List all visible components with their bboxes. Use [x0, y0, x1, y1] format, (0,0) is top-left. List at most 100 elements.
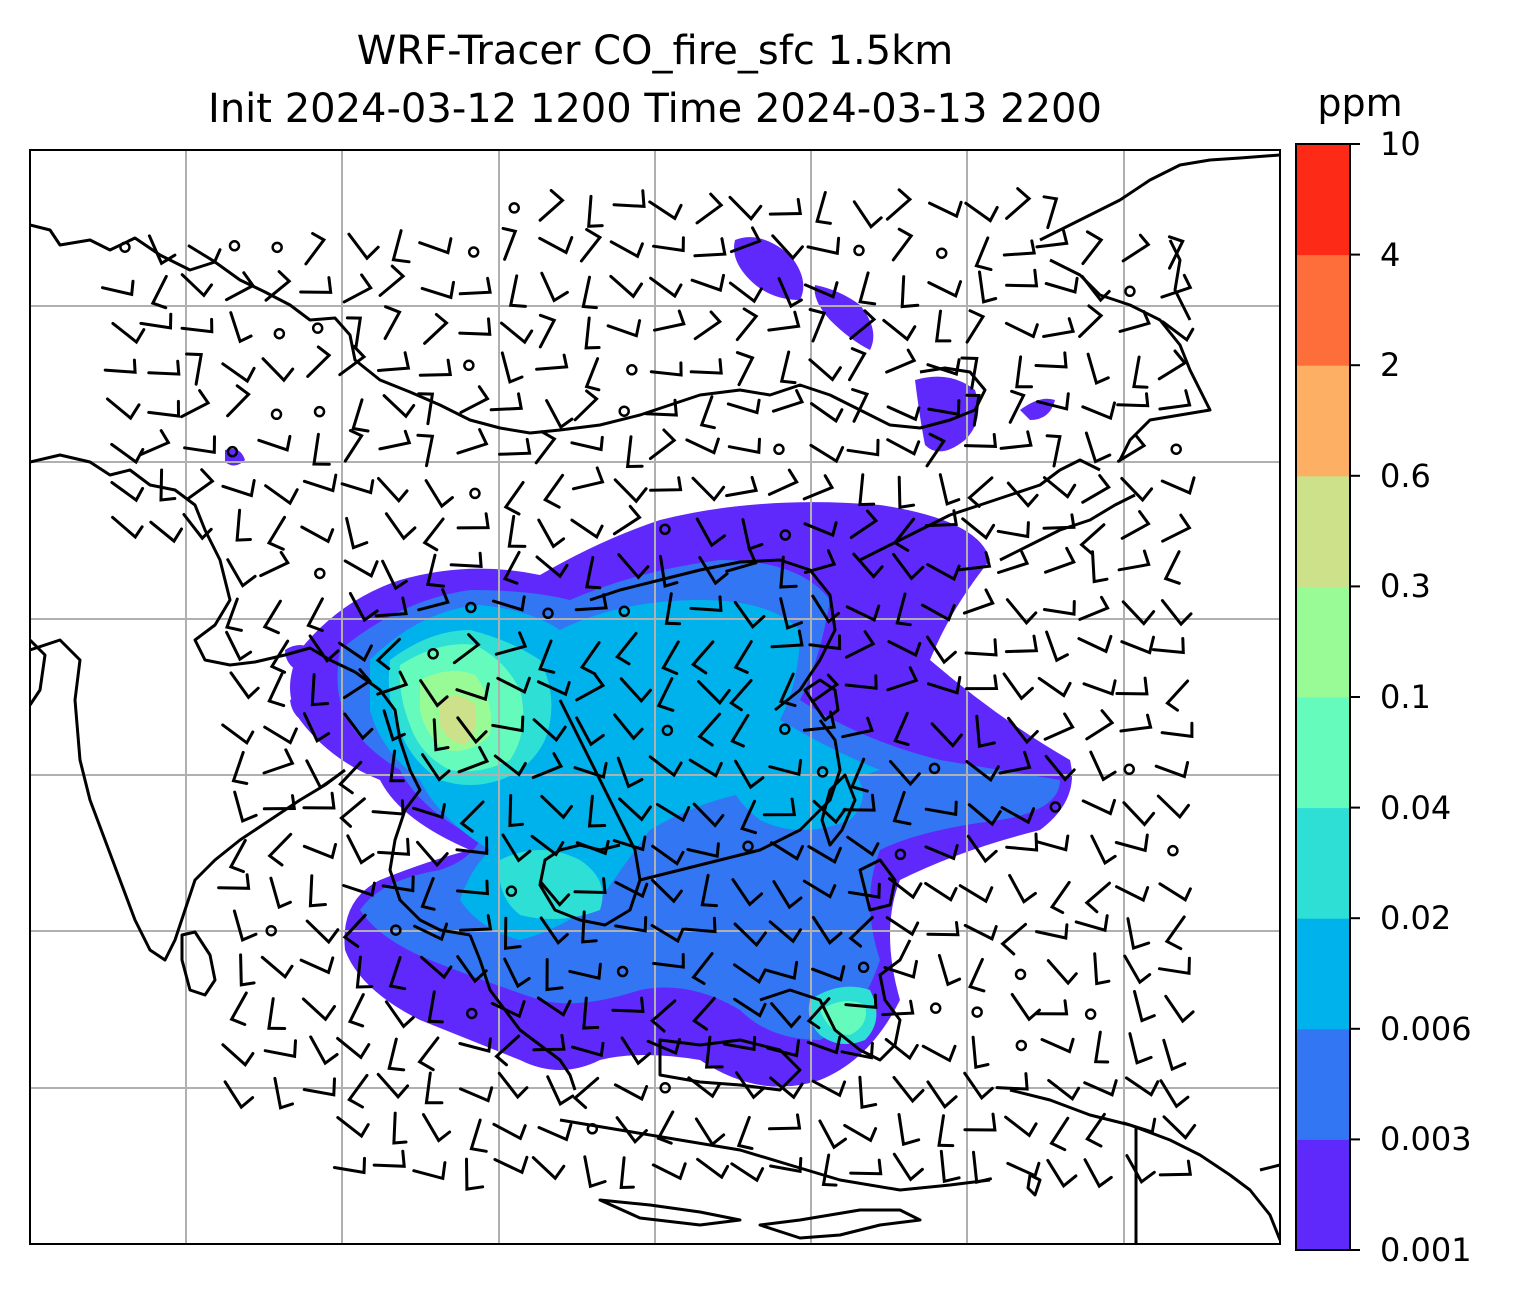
wind-barb — [777, 277, 803, 309]
wind-barb — [925, 432, 946, 468]
wind-barb — [650, 999, 677, 1033]
wind-barb — [532, 1033, 566, 1052]
wind-barb — [730, 1162, 765, 1183]
wind-barb — [388, 956, 407, 991]
title-line-2: Init 2024-03-12 1200 Time 2024-03-13 220… — [208, 86, 1102, 132]
wind-barb — [455, 836, 489, 855]
wind-barb — [766, 1039, 800, 1058]
wind-barb — [538, 313, 557, 349]
wind-barb — [1079, 523, 1106, 556]
colorbar-tick-label: 0.1 — [1380, 678, 1431, 716]
wind-barb — [619, 1156, 635, 1190]
colorbar-segment — [1296, 697, 1350, 809]
colorbar-unit: ppm — [1317, 81, 1403, 125]
wind-barb — [501, 833, 532, 863]
wind-barb — [1124, 1076, 1160, 1097]
wind-barb — [958, 551, 992, 572]
wind-barb — [229, 671, 260, 700]
wind-barb — [490, 1000, 526, 1019]
wind-barb — [1115, 676, 1149, 696]
wind-barb — [456, 716, 488, 745]
wind-barb — [1120, 476, 1154, 503]
wind-barb — [803, 281, 839, 299]
colorbar-tick-label: 0.3 — [1380, 567, 1431, 606]
wind-barb — [1049, 1116, 1070, 1152]
wind-barb — [858, 473, 876, 507]
wind-barb — [971, 1035, 990, 1070]
wind-barb — [1081, 230, 1104, 266]
wind-barb — [900, 275, 920, 309]
calm-wind-circle — [928, 762, 941, 775]
wind-barb — [338, 344, 367, 377]
wind-barb — [416, 840, 449, 868]
wind-barb — [690, 640, 715, 675]
calm-wind-circle — [314, 567, 326, 580]
wind-barb — [1083, 1158, 1113, 1189]
wind-barb — [806, 997, 831, 1030]
wind-barb — [1118, 310, 1151, 333]
tracer-concentration-field — [225, 237, 1072, 1087]
wind-barb — [886, 405, 921, 422]
wind-barb — [726, 398, 761, 415]
calm-wind-circle — [271, 241, 283, 254]
wind-barb — [653, 309, 686, 332]
wind-barb — [1000, 806, 1036, 825]
calm-wind-circle — [816, 766, 829, 778]
wind-barb — [1080, 274, 1111, 303]
wind-barb — [418, 237, 453, 255]
wind-barb — [347, 232, 380, 261]
calm-wind-circle — [226, 445, 239, 458]
wind-barb — [180, 273, 213, 298]
wind-barb — [183, 435, 216, 455]
wind-barb — [491, 595, 526, 612]
wind-barb — [809, 443, 845, 464]
wind-barb — [924, 881, 958, 902]
wind-barb — [424, 479, 454, 509]
wind-barb — [110, 481, 145, 503]
colorbar-tick-label: 0.6 — [1380, 456, 1431, 495]
wind-barb — [649, 361, 683, 377]
wind-barb — [221, 362, 256, 384]
wind-barb — [573, 389, 599, 422]
wind-barb — [934, 309, 952, 343]
calm-wind-circle — [1124, 285, 1136, 298]
wind-barb — [964, 201, 999, 223]
wind-barb — [302, 843, 337, 860]
wind-barb — [459, 914, 493, 932]
wind-barb — [616, 756, 644, 789]
wind-barb — [727, 437, 761, 455]
wind-barb — [1119, 713, 1153, 733]
calm-wind-circle — [626, 364, 638, 376]
wind-barb — [343, 429, 364, 463]
wind-barb — [263, 1039, 297, 1059]
wind-barb — [147, 399, 181, 418]
wind-barb — [762, 797, 797, 817]
wind-barb — [852, 552, 884, 579]
wind-barb — [343, 559, 379, 578]
wind-barb — [1035, 229, 1069, 249]
colorbar-segment — [1296, 918, 1350, 1030]
wind-barb — [614, 916, 648, 933]
wind-barb — [546, 1075, 575, 1107]
colorbar-tick-label: 0.006 — [1380, 1009, 1472, 1048]
wind-barb — [963, 923, 998, 942]
wind-barb — [432, 718, 450, 752]
wind-barb — [579, 641, 601, 676]
wind-barb — [342, 881, 376, 897]
wind-barb — [651, 844, 685, 866]
calm-wind-circle — [659, 1082, 671, 1094]
wind-barb — [852, 200, 883, 229]
wind-barb — [926, 563, 961, 582]
colorbar-segment — [1296, 475, 1350, 587]
wind-barb — [768, 920, 802, 944]
wind-barb — [423, 313, 449, 345]
wind-barb — [345, 316, 363, 350]
wind-barb — [846, 438, 880, 457]
wind-barb — [736, 1115, 754, 1150]
wind-barb — [412, 803, 446, 820]
wind-barb — [613, 478, 648, 504]
calm-wind-circle — [929, 1002, 942, 1014]
wind-barb — [422, 517, 445, 552]
wind-barb — [924, 800, 958, 817]
wind-barb — [733, 640, 753, 674]
